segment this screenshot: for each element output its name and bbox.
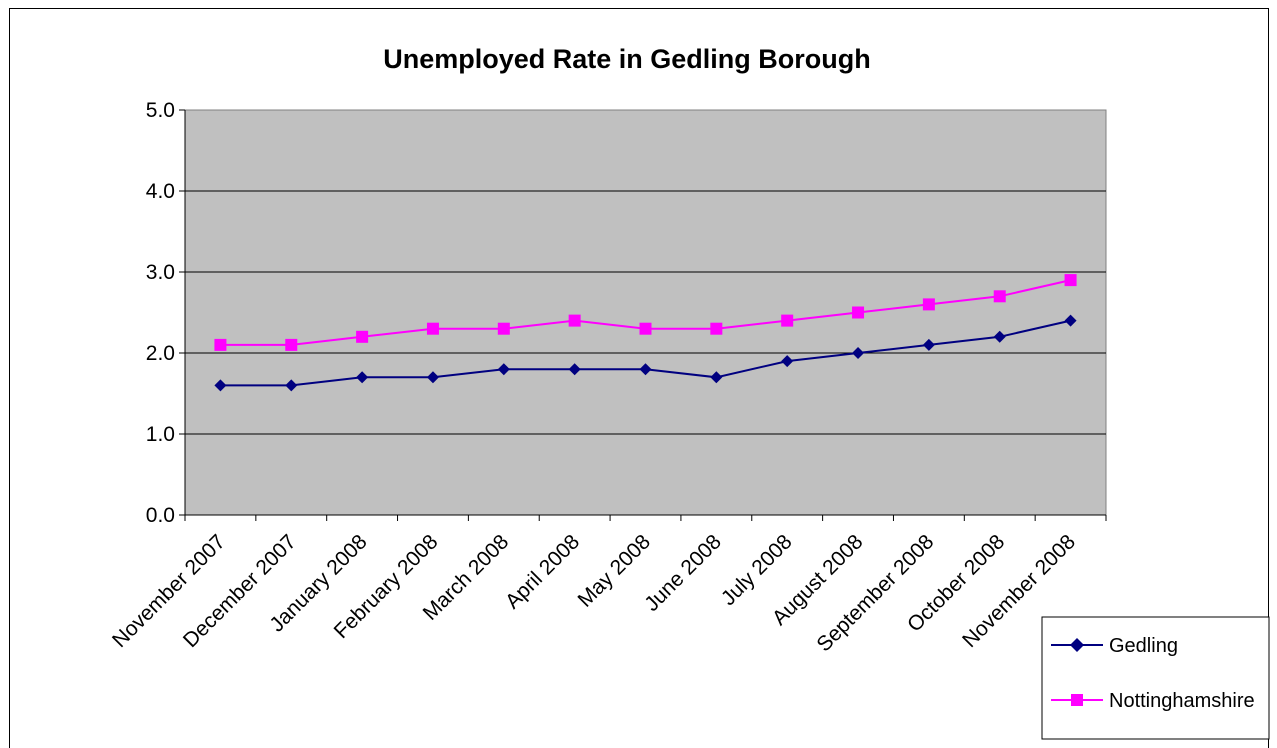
data-point-nottinghamshire xyxy=(497,322,510,335)
data-point-gedling xyxy=(639,363,652,376)
data-point-nottinghamshire xyxy=(781,314,794,327)
legend-box xyxy=(1041,616,1270,740)
data-point-gedling xyxy=(285,379,298,392)
data-point-gedling xyxy=(993,330,1006,343)
data-point-nottinghamshire xyxy=(285,338,298,351)
legend-nottinghamshire-label: Nottinghamshire xyxy=(1109,690,1255,712)
data-point-nottinghamshire xyxy=(568,314,581,327)
data-point-gedling xyxy=(426,371,439,384)
data-point-gedling xyxy=(497,363,510,376)
y-tick-label: 1.0 xyxy=(146,423,175,446)
data-point-nottinghamshire xyxy=(922,298,935,311)
data-point-nottinghamshire xyxy=(1064,274,1077,287)
data-point-gedling xyxy=(1064,314,1077,327)
y-tick-label: 3.0 xyxy=(146,261,175,284)
data-point-gedling xyxy=(214,379,227,392)
chart-frame xyxy=(9,8,1269,748)
data-point-nottinghamshire xyxy=(356,330,369,343)
data-point-nottinghamshire xyxy=(639,322,652,335)
y-tick-label: 4.0 xyxy=(146,180,175,203)
data-point-gedling xyxy=(710,371,723,384)
data-point-nottinghamshire xyxy=(852,306,865,319)
legend-gedling-label: Gedling xyxy=(1109,635,1178,657)
data-point-nottinghamshire xyxy=(214,338,227,351)
data-point-nottinghamshire xyxy=(710,322,723,335)
data-point-gedling xyxy=(356,371,369,384)
chart-title: Unemployed Rate in Gedling Borough xyxy=(383,44,871,74)
legend-nottinghamshire-marker xyxy=(1071,694,1083,706)
x-tick-label: April 2008 xyxy=(501,530,584,613)
y-tick-label: 0.0 xyxy=(146,504,175,527)
data-point-gedling xyxy=(852,347,865,359)
x-tick-label: June 2008 xyxy=(640,530,726,616)
data-point-nottinghamshire xyxy=(426,322,439,335)
data-point-nottinghamshire xyxy=(993,290,1006,303)
plot-area xyxy=(184,109,1107,516)
data-point-gedling xyxy=(568,363,581,376)
legend-gedling-marker xyxy=(1070,638,1084,652)
data-point-gedling xyxy=(922,338,935,351)
y-tick-label: 5.0 xyxy=(146,99,175,122)
legend: Gedling Nottinghamshire xyxy=(1041,616,1270,740)
data-point-gedling xyxy=(781,355,794,368)
y-tick-label: 2.0 xyxy=(146,342,175,365)
